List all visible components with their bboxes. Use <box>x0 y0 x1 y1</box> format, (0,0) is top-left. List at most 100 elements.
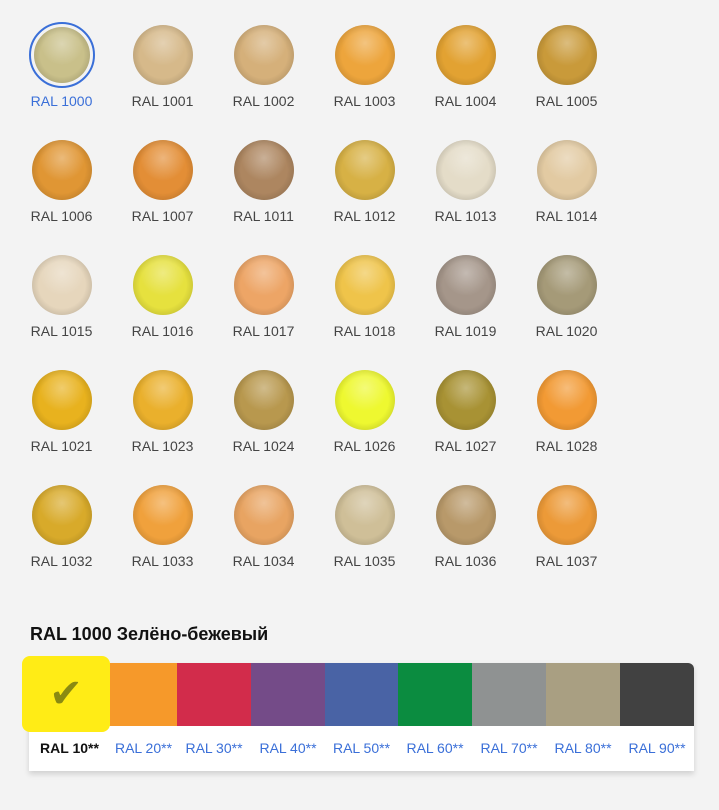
group-swatch-90[interactable] <box>620 663 694 726</box>
swatch-ral-1004[interactable]: RAL 1004 <box>415 22 516 137</box>
group-swatch-60[interactable] <box>398 663 472 726</box>
swatch-ral-1024[interactable]: RAL 1024 <box>213 367 314 482</box>
swatch-label: RAL 1035 <box>333 553 396 569</box>
group-tab-70[interactable]: RAL 70** <box>480 740 538 756</box>
swatch-ral-1037[interactable]: RAL 1037 <box>516 482 617 597</box>
swatch-label: RAL 1018 <box>333 323 396 339</box>
group-swatch-80[interactable] <box>546 663 620 726</box>
swatch-label: RAL 1003 <box>333 93 396 109</box>
swatch-ral-1014[interactable]: RAL 1014 <box>516 137 617 252</box>
swatch-ring <box>130 22 196 88</box>
swatch-ral-1007[interactable]: RAL 1007 <box>112 137 213 252</box>
swatch-ral-1023[interactable]: RAL 1023 <box>112 367 213 482</box>
swatch-ring <box>534 22 600 88</box>
color-ball <box>536 370 597 430</box>
swatch-label: RAL 1036 <box>434 553 497 569</box>
swatch-ring <box>332 367 398 433</box>
group-swatch-70[interactable] <box>472 663 546 726</box>
color-ball <box>536 255 597 315</box>
group-swatch-50[interactable] <box>325 663 398 726</box>
swatch-label: RAL 1033 <box>131 553 194 569</box>
swatch-label: RAL 1000 <box>30 93 93 109</box>
swatch-label: RAL 1021 <box>30 438 93 454</box>
swatch-ring <box>332 137 398 203</box>
swatch-ral-1032[interactable]: RAL 1032 <box>11 482 112 597</box>
swatch-label: RAL 1032 <box>30 553 93 569</box>
color-ball <box>435 140 496 200</box>
swatch-ring <box>332 252 398 318</box>
swatch-ring <box>332 22 398 88</box>
swatch-ral-1021[interactable]: RAL 1021 <box>11 367 112 482</box>
swatch-ral-1001[interactable]: RAL 1001 <box>112 22 213 137</box>
swatch-ral-1019[interactable]: RAL 1019 <box>415 252 516 367</box>
swatch-label: RAL 1002 <box>232 93 295 109</box>
group-swatch-30[interactable] <box>177 663 251 726</box>
swatch-label: RAL 1012 <box>333 208 396 224</box>
color-ball <box>31 370 92 430</box>
swatch-ring <box>231 22 297 88</box>
color-ball <box>334 255 395 315</box>
swatch-ring <box>130 482 196 548</box>
swatch-label: RAL 1034 <box>232 553 295 569</box>
swatch-label: RAL 1015 <box>30 323 93 339</box>
color-ball <box>334 25 395 85</box>
swatch-ral-1002[interactable]: RAL 1002 <box>213 22 314 137</box>
swatch-ring <box>29 252 95 318</box>
swatch-ring <box>130 252 196 318</box>
swatch-ral-1016[interactable]: RAL 1016 <box>112 252 213 367</box>
group-swatch-20[interactable] <box>110 663 177 726</box>
swatch-ral-1026[interactable]: RAL 1026 <box>314 367 415 482</box>
group-tab-20[interactable]: RAL 20** <box>114 740 173 756</box>
swatch-label: RAL 1014 <box>535 208 598 224</box>
swatch-ring <box>534 367 600 433</box>
color-ball <box>435 255 496 315</box>
swatch-ral-1018[interactable]: RAL 1018 <box>314 252 415 367</box>
color-ball <box>31 255 92 315</box>
swatch-ral-1035[interactable]: RAL 1035 <box>314 482 415 597</box>
swatch-ring <box>433 482 499 548</box>
group-tab-50[interactable]: RAL 50** <box>332 740 391 756</box>
swatch-ring <box>433 252 499 318</box>
swatch-ral-1017[interactable]: RAL 1017 <box>213 252 314 367</box>
swatch-label: RAL 1016 <box>131 323 194 339</box>
swatch-ring <box>130 137 196 203</box>
swatch-ral-1003[interactable]: RAL 1003 <box>314 22 415 137</box>
swatch-ral-1027[interactable]: RAL 1027 <box>415 367 516 482</box>
swatch-ring <box>29 482 95 548</box>
group-tab-80[interactable]: RAL 80** <box>554 740 612 756</box>
swatch-ring <box>433 22 499 88</box>
swatch-ring <box>28 22 95 88</box>
swatch-ral-1013[interactable]: RAL 1013 <box>415 137 516 252</box>
swatch-ral-1005[interactable]: RAL 1005 <box>516 22 617 137</box>
color-ball <box>435 25 496 85</box>
color-ball <box>31 140 92 200</box>
color-ball <box>132 255 193 315</box>
group-tab-60[interactable]: RAL 60** <box>406 740 464 756</box>
swatch-ral-1000[interactable]: RAL 1000 <box>11 22 112 137</box>
swatch-ring <box>534 137 600 203</box>
active-group-tile[interactable]: ✔ <box>22 656 110 732</box>
group-tab-90[interactable]: RAL 90** <box>628 740 686 756</box>
group-swatch-40[interactable] <box>251 663 325 726</box>
color-ball <box>132 140 193 200</box>
swatch-ral-1011[interactable]: RAL 1011 <box>213 137 314 252</box>
swatch-label: RAL 1024 <box>232 438 295 454</box>
swatch-ral-1020[interactable]: RAL 1020 <box>516 252 617 367</box>
group-tab-30[interactable]: RAL 30** <box>185 740 243 756</box>
color-ball <box>435 485 496 545</box>
check-icon: ✔ <box>49 672 83 716</box>
swatch-ral-1012[interactable]: RAL 1012 <box>314 137 415 252</box>
swatch-ral-1006[interactable]: RAL 1006 <box>11 137 112 252</box>
swatch-ring <box>231 137 297 203</box>
swatch-ral-1033[interactable]: RAL 1033 <box>112 482 213 597</box>
swatch-ral-1028[interactable]: RAL 1028 <box>516 367 617 482</box>
swatch-ral-1034[interactable]: RAL 1034 <box>213 482 314 597</box>
group-tab-10[interactable]: RAL 10** <box>40 740 99 756</box>
group-tab-40[interactable]: RAL 40** <box>259 740 317 756</box>
color-ball <box>132 370 193 430</box>
swatch-ral-1015[interactable]: RAL 1015 <box>11 252 112 367</box>
swatch-label: RAL 1013 <box>434 208 497 224</box>
swatch-ring <box>534 482 600 548</box>
swatch-label: RAL 1026 <box>333 438 396 454</box>
swatch-ral-1036[interactable]: RAL 1036 <box>415 482 516 597</box>
